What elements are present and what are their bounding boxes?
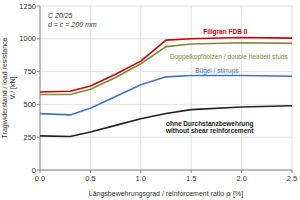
annotations: C 20/25 d = c = 200 mm bbox=[48, 12, 97, 28]
annotation: C 20/25 bbox=[48, 12, 73, 19]
x-tick-label: 2.5 bbox=[287, 174, 297, 183]
y-axis-label-line: Vᵤᴵ [kN] bbox=[9, 76, 17, 99]
y-tick bbox=[37, 6, 40, 7]
grid-line bbox=[40, 104, 292, 105]
y-tick-label: 750 bbox=[23, 67, 36, 76]
x-tick bbox=[90, 170, 91, 173]
series-label: ohne Durchstanzbewehrungwithout shear re… bbox=[165, 119, 254, 134]
x-tick-label: 0.0 bbox=[35, 174, 45, 183]
x-axis-line bbox=[40, 170, 292, 171]
x-tick-label: 1.5 bbox=[186, 174, 196, 183]
y-tick-label: 1250 bbox=[19, 2, 36, 11]
y-tick bbox=[37, 104, 40, 105]
grid-line bbox=[40, 170, 292, 171]
annotation: d = c = 200 mm bbox=[48, 21, 97, 28]
grid-line bbox=[140, 6, 141, 170]
series-labels: Filigran FDB II Doppelkopfbolzen / double… bbox=[165, 27, 289, 134]
grid bbox=[40, 6, 292, 170]
y-tick-label: 0 bbox=[32, 166, 36, 175]
series-label: Doppelkopfbolzen / double headed studs bbox=[170, 52, 289, 60]
grid-line bbox=[90, 6, 91, 170]
y-tick bbox=[37, 71, 40, 72]
grid-line bbox=[40, 6, 292, 7]
series-line bbox=[40, 43, 292, 95]
x-axis-label: Längsbewehrungsgrad / reinforcement rati… bbox=[89, 190, 243, 198]
y-tick-label: 500 bbox=[23, 100, 36, 109]
series-line bbox=[40, 76, 292, 115]
y-tick bbox=[37, 137, 40, 138]
y-tick-label: 1000 bbox=[19, 34, 36, 43]
grid-line bbox=[40, 71, 292, 72]
grid-line bbox=[40, 6, 41, 170]
series-label: Filigran FDB II bbox=[203, 27, 247, 35]
ticks: 0.0 0.5 1.0 1.5 2.0 2.5 0 250 500 750 1000 1250 bbox=[19, 2, 297, 184]
series-label-line: without shear reinforcement bbox=[165, 127, 254, 134]
x-tick bbox=[191, 170, 192, 173]
plot-area bbox=[40, 37, 292, 136]
series-label-line: Doppelkopfbolzen / double headed studs bbox=[170, 52, 289, 60]
grid-line bbox=[40, 137, 292, 138]
x-tick bbox=[140, 170, 141, 173]
x-tick bbox=[241, 170, 242, 173]
series-label-line: Filigran FDB II bbox=[203, 27, 247, 35]
chart: 0.0 0.5 1.0 1.5 2.0 2.5 0 250 500 750 1000 1250 Läng… bbox=[0, 0, 300, 200]
series-label-line: Bügel / stirrups bbox=[195, 66, 239, 74]
y-tick bbox=[37, 38, 40, 39]
y-tick bbox=[37, 170, 40, 171]
series-line bbox=[40, 106, 292, 137]
x-tick-label: 0.5 bbox=[85, 174, 95, 183]
grid-line bbox=[292, 6, 293, 170]
y-axis-label: Tragwiderstand / load resistanceVᵤᴵ [kN] bbox=[1, 37, 17, 138]
series-line bbox=[40, 37, 292, 91]
grid-line bbox=[191, 6, 192, 170]
series-label: Bügel / stirrups bbox=[195, 66, 239, 74]
x-tick bbox=[292, 170, 293, 173]
y-axis-line bbox=[40, 6, 41, 170]
x-tick-label: 1.0 bbox=[136, 174, 146, 183]
x-tick-label: 2.0 bbox=[236, 174, 246, 183]
y-tick-label: 250 bbox=[23, 133, 36, 142]
